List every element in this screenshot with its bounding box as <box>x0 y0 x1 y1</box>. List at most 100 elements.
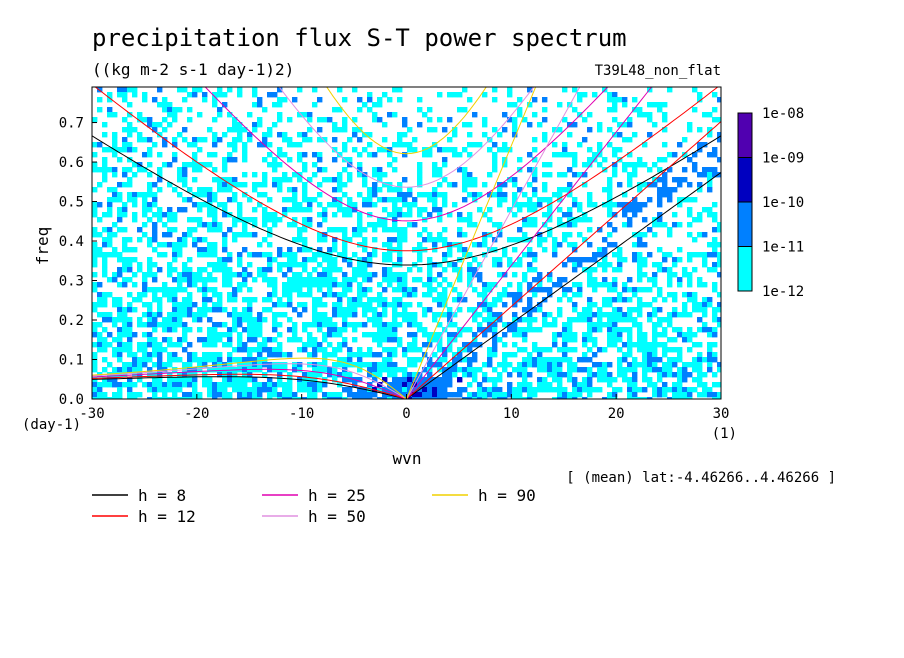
x-axis: -30 -20 -10 0 10 20 30 <box>79 394 729 422</box>
heatmap-cell <box>692 332 698 338</box>
heatmap-cell <box>422 397 428 399</box>
heatmap-cell <box>192 192 198 198</box>
heatmap-cell <box>452 312 458 318</box>
heatmap-cell <box>217 177 223 183</box>
heatmap-cell <box>247 262 253 268</box>
heatmap-cell <box>412 357 418 363</box>
heatmap-cell <box>587 227 593 233</box>
heatmap-cell <box>357 97 363 103</box>
heatmap-cell <box>432 392 438 398</box>
heatmap-cell <box>572 247 578 253</box>
heatmap-cell <box>487 327 493 333</box>
heatmap-cell <box>492 377 498 383</box>
heatmap-cell <box>242 192 248 198</box>
heatmap-cell <box>262 182 268 188</box>
heatmap-cell <box>402 277 408 283</box>
heatmap-cell <box>412 337 418 343</box>
heatmap-cell <box>392 197 398 203</box>
heatmap-cell <box>92 232 98 238</box>
heatmap-cell <box>442 367 448 373</box>
heatmap-cell <box>152 227 158 233</box>
heatmap-cell <box>412 317 418 323</box>
heatmap-cell <box>187 292 193 298</box>
heatmap-cell <box>502 192 508 198</box>
heatmap-cell <box>122 147 128 153</box>
heatmap-cell <box>597 262 603 268</box>
heatmap-cell <box>127 237 133 243</box>
heatmap-cell <box>417 97 423 103</box>
heatmap-cell <box>352 307 358 313</box>
heatmap-cell <box>517 317 523 323</box>
heatmap-cell <box>512 117 518 123</box>
heatmap-cell <box>592 287 598 293</box>
heatmap-cell <box>537 382 543 388</box>
heatmap-cell <box>392 317 398 323</box>
heatmap-cell <box>532 187 538 193</box>
heatmap-cell <box>92 162 98 168</box>
heatmap-cell <box>707 367 713 373</box>
heatmap-cell <box>427 362 433 368</box>
heatmap-cell <box>447 182 453 188</box>
heatmap-cell <box>327 247 333 253</box>
heatmap-cell <box>507 207 513 213</box>
heatmap-cell <box>122 362 128 368</box>
heatmap-cell <box>512 297 518 303</box>
heatmap-cell <box>287 387 293 393</box>
heatmap-cell <box>257 267 263 273</box>
heatmap-cell <box>252 102 258 108</box>
heatmap-cell <box>362 197 368 203</box>
heatmap-cell <box>192 282 198 288</box>
heatmap-cell <box>557 222 563 228</box>
heatmap-cell <box>442 312 448 318</box>
heatmap-cell <box>467 177 473 183</box>
heatmap-cell <box>127 192 133 198</box>
heatmap-cell <box>492 297 498 303</box>
heatmap-cell <box>362 257 368 263</box>
heatmap-cell <box>207 337 213 343</box>
heatmap-cell <box>467 357 473 363</box>
heatmap-cell <box>662 267 668 273</box>
heatmap-cell <box>397 382 403 388</box>
y-tick-label: 0.1 <box>59 353 84 369</box>
heatmap-cell <box>407 387 413 393</box>
heatmap-cell <box>517 387 523 393</box>
heatmap-cell <box>257 322 263 328</box>
heatmap-cell <box>157 382 163 388</box>
heatmap-cell <box>697 277 703 283</box>
heatmap-cell <box>462 172 468 178</box>
heatmap-cell <box>527 217 533 223</box>
heatmap-cell <box>697 352 703 358</box>
heatmap-cell <box>387 372 393 378</box>
heatmap-cell <box>602 362 608 368</box>
heatmap-cell <box>442 397 448 399</box>
heatmap-cell <box>402 292 408 298</box>
heatmap-cell <box>282 262 288 268</box>
heatmap-cell <box>667 187 673 193</box>
heatmap-cell <box>257 312 263 318</box>
heatmap-cell <box>207 192 213 198</box>
heatmap-cell <box>622 352 628 358</box>
heatmap-cell <box>507 372 513 378</box>
heatmap-cell <box>637 387 643 393</box>
heatmap-cell <box>672 272 678 278</box>
heatmap-cell <box>517 227 523 233</box>
heatmap-cell <box>427 127 433 133</box>
heatmap-cell <box>672 177 678 183</box>
heatmap-cell <box>332 327 338 333</box>
heatmap-cell <box>197 277 203 283</box>
heatmap-cell <box>232 237 238 243</box>
heatmap-cell <box>112 367 118 373</box>
heatmap-cell <box>572 157 578 163</box>
heatmap-cell <box>507 257 513 263</box>
heatmap-cell <box>277 362 283 368</box>
heatmap-cell <box>672 307 678 313</box>
heatmap-cell <box>682 312 688 318</box>
heatmap-cell <box>117 352 123 358</box>
heatmap-cell <box>262 107 268 113</box>
heatmap-cell <box>597 387 603 393</box>
heatmap-cell <box>702 382 708 388</box>
heatmap-cell <box>227 127 233 133</box>
heatmap-cell <box>207 357 213 363</box>
heatmap-cell <box>212 247 218 253</box>
heatmap-cell <box>452 182 458 188</box>
